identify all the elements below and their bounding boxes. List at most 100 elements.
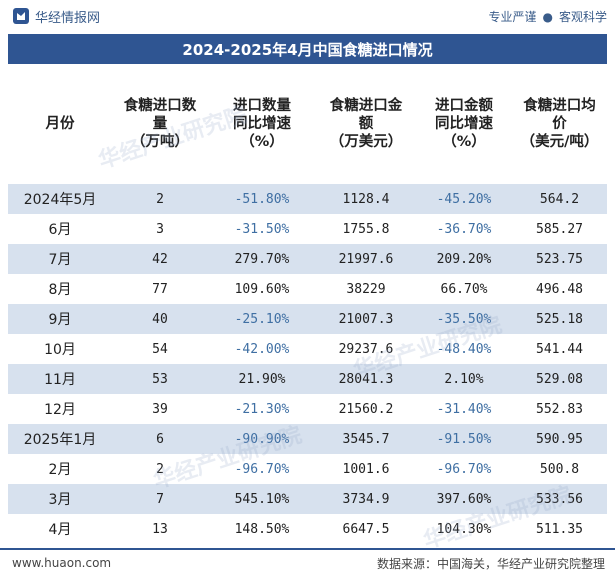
table-row: 3月 7 545.10% 3734.9 397.60% 533.56: [8, 484, 607, 514]
column-header-line: 额: [358, 115, 374, 132]
table-row: 2月 2 -96.70% 1001.6 -96.70% 500.8: [8, 454, 607, 484]
slogan-right: 客观科学: [558, 9, 607, 24]
value-cell: -51.80%: [234, 191, 290, 207]
value-cell: 1001.6: [342, 461, 390, 477]
value-cell: 1128.4: [342, 191, 390, 207]
value-cell: 6647.5: [342, 521, 390, 537]
column-header-line: 食糖进口均: [523, 97, 596, 114]
table-row: 4月 13 148.50% 6647.5 104.30% 511.35: [8, 514, 607, 544]
table-row: 11月 53 21.90% 28041.3 2.10% 529.08: [8, 364, 607, 394]
value-cell: -42.00%: [234, 341, 290, 357]
value-cell: 209.20%: [436, 251, 492, 267]
column-header-line: 同比增速: [233, 115, 291, 132]
value-cell: 545.10%: [234, 491, 290, 507]
value-cell: 511.35: [536, 521, 583, 537]
value-cell: 529.08: [536, 371, 583, 387]
value-cell: 66.70%: [440, 281, 488, 297]
value-cell: 21560.2: [338, 401, 394, 417]
table-row: 12月 39 -21.30% 21560.2 -31.40% 552.83: [8, 394, 607, 424]
value-cell: 54: [152, 341, 168, 357]
value-cell: 500.8: [539, 461, 580, 477]
brand-name: 华经情报网: [35, 10, 101, 26]
value-cell: 564.2: [539, 191, 580, 207]
column-header-line: 同比增速: [435, 115, 493, 132]
month-cell: 2月: [48, 462, 72, 478]
top-bar: 华经情报网 专业严谨 ● 客观科学: [0, 0, 615, 32]
value-cell: 496.48: [536, 281, 583, 297]
column-header-line: 月份: [45, 115, 75, 132]
value-cell: 3734.9: [342, 491, 390, 507]
table-row: 7月 42 279.70% 21997.6 209.20% 523.75: [8, 244, 607, 274]
value-cell: -96.70%: [234, 461, 290, 477]
value-cell: 29237.6: [338, 341, 394, 357]
slogan-left: 专业严谨: [488, 9, 537, 24]
month-cell: 7月: [48, 252, 72, 268]
value-cell: 590.95: [536, 431, 583, 447]
value-cell: -25.10%: [234, 311, 290, 327]
value-cell: 3: [156, 221, 164, 237]
month-cell: 9月: [48, 312, 72, 328]
column-header-line: （万美元）: [329, 134, 403, 151]
value-cell: -48.40%: [436, 341, 492, 357]
value-cell: 53: [152, 371, 168, 387]
month-cell: 4月: [48, 522, 72, 538]
column-header: 进口金额 同比增速 （%）: [416, 64, 512, 184]
column-header: 食糖进口数量 （万吨）: [112, 64, 208, 184]
value-cell: 552.83: [536, 401, 583, 417]
value-cell: 148.50%: [234, 521, 290, 537]
website-link[interactable]: www.huaon.com: [12, 556, 112, 570]
header-row: 月份 食糖进口数量 （万吨） 进口数量 同比增速 （%） 食糖进口金额 （万美元） 进口金额 同比…: [8, 64, 607, 184]
month-cell: 2024年5月: [23, 192, 97, 208]
value-cell: -45.20%: [436, 191, 492, 207]
month-cell: 3月: [48, 492, 72, 508]
column-header: 食糖进口金额 （万美元）: [316, 64, 416, 184]
value-cell: 39: [152, 401, 168, 417]
value-cell: 533.56: [536, 491, 583, 507]
value-cell: 42: [152, 251, 168, 267]
table-row: 2025年1月 6 -90.90% 3545.7 -91.50% 590.95: [8, 424, 607, 454]
table-row: 2024年5月 2 -51.80% 1128.4 -45.20% 564.2: [8, 184, 607, 214]
value-cell: 109.60%: [234, 281, 290, 297]
column-header-line: （万吨）: [131, 134, 189, 151]
value-cell: 2: [156, 461, 164, 477]
column-header: 月份: [8, 64, 112, 184]
table-body: 2024年5月 2 -51.80% 1128.4 -45.20% 564.2 6月 3 -31.…: [8, 184, 607, 544]
month-cell: 12月: [44, 402, 76, 418]
value-cell: 525.18: [536, 311, 583, 327]
column-header-line: （美元/吨）: [520, 134, 599, 151]
column-header-line: （%）: [442, 134, 486, 151]
value-cell: 585.27: [536, 221, 583, 237]
table-row: 9月 40 -25.10% 21007.3 -35.50% 525.18: [8, 304, 607, 334]
value-cell: -31.40%: [436, 401, 492, 417]
value-cell: 40: [152, 311, 168, 327]
month-cell: 8月: [48, 282, 72, 298]
value-cell: -36.70%: [436, 221, 492, 237]
table-row: 6月 3 -31.50% 1755.8 -36.70% 585.27: [8, 214, 607, 244]
value-cell: -35.50%: [436, 311, 492, 327]
value-cell: 104.30%: [436, 521, 492, 537]
footer: www.huaon.com 数据来源：中国海关，华经产业研究院整理: [0, 548, 615, 576]
data-table: 月份 食糖进口数量 （万吨） 进口数量 同比增速 （%） 食糖进口金额 （万美元） 进口金额 同比…: [8, 64, 607, 544]
value-cell: 28041.3: [338, 371, 394, 387]
value-cell: -21.30%: [234, 401, 290, 417]
value-cell: 2.10%: [444, 371, 484, 387]
value-cell: 21007.3: [338, 311, 394, 327]
brand[interactable]: 华经情报网: [12, 7, 100, 26]
value-cell: 3545.7: [342, 431, 390, 447]
value-cell: 279.70%: [234, 251, 290, 267]
month-cell: 10月: [44, 342, 76, 358]
column-header-line: 食糖进口金: [329, 97, 403, 114]
month-cell: 2025年1月: [23, 432, 97, 448]
column-header-line: 进口数量: [233, 97, 291, 114]
slogan-separator: ●: [542, 9, 553, 24]
table-row: 10月 54 -42.00% 29237.6 -48.40% 541.44: [8, 334, 607, 364]
value-cell: 77: [152, 281, 168, 297]
slogan: 专业严谨 ● 客观科学: [488, 8, 607, 25]
month-cell: 11月: [44, 372, 76, 388]
data-source: 数据来源：中国海关，华经产业研究院整理: [376, 556, 605, 571]
column-header-line: 量: [152, 115, 168, 132]
value-cell: 2: [156, 191, 164, 207]
value-cell: -90.90%: [234, 431, 290, 447]
value-cell: -31.50%: [234, 221, 290, 237]
column-header-line: （%）: [240, 134, 284, 151]
